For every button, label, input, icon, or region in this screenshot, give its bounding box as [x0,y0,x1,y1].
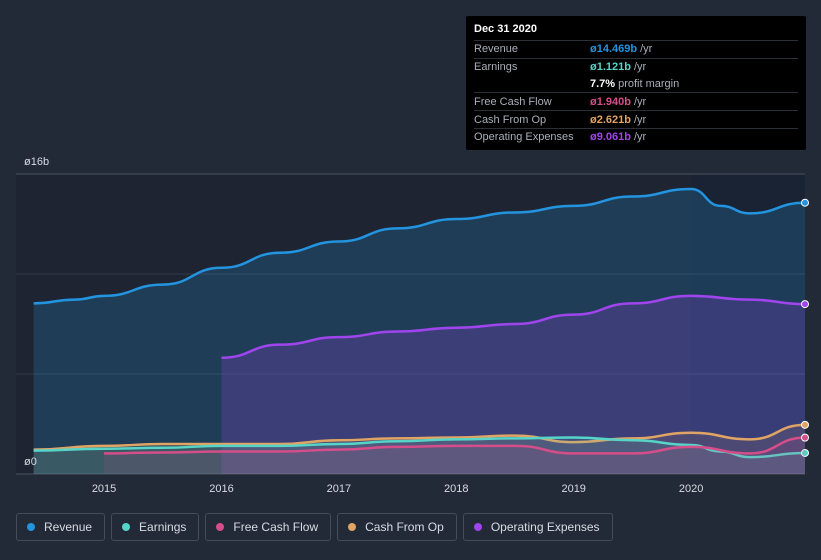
y-axis-top-label: ø16b [24,156,49,168]
tooltip-value: ø1.121b [590,61,631,74]
x-tick-label: 2015 [92,483,116,495]
tooltip-unit: profit margin [618,77,680,90]
series-line-earnings [33,436,806,459]
x-tick-label: 2018 [444,483,468,495]
legend-label: Earnings [139,520,187,534]
series-line-cash-from-op [33,423,806,451]
tooltip-label: Operating Expenses [474,131,574,144]
y-axis-bottom-label: ø0 [24,456,37,468]
series-endpoint-operating-expenses [801,300,809,309]
series-endpoint-earnings [801,448,809,457]
tooltip-unit: /yr [633,61,647,74]
chart: ø16b ø0 2015 2016 2017 2018 2019 2020 [16,156,809,495]
tooltip-label: Earnings [474,61,518,74]
legend-label: Cash From Op [365,520,444,534]
legend-item-earnings[interactable]: Earnings [111,513,200,541]
tooltip-row-opex: Operating Expenses ø9.061b /yr [474,127,798,146]
tooltip-row-cfo: Cash From Op ø2.621b /yr [474,110,798,128]
x-tick-label: 2020 [679,483,703,495]
x-tick-label: 2016 [209,483,233,495]
series-line-operating-expenses [221,294,806,359]
series-line-free-cash-flow [104,436,806,455]
tooltip-label: Revenue [474,43,519,56]
legend-dot-icon [348,523,357,531]
tooltip-label: Free Cash Flow [474,95,552,108]
tooltip-row-earnings: Earnings ø1.121b /yr [474,57,798,76]
legend-item-free-cash-flow[interactable]: Free Cash Flow [205,513,332,541]
legend-dot-icon [473,523,482,531]
series-area-cash-from-op [33,424,805,474]
tooltip-value: ø1.940b [590,95,631,108]
series-area-operating-expenses [221,295,805,474]
series-endpoint-cash-from-op [801,420,809,429]
legend-item-cash-from-op[interactable]: Cash From Op [337,513,457,541]
tooltip-value: 7.7% [590,77,616,90]
legend: Revenue Earnings Free Cash Flow Cash Fro… [16,513,613,541]
series-endpoint-free-cash-flow [801,433,809,442]
legend-item-revenue[interactable]: Revenue [16,513,106,541]
tooltip-row-revenue: Revenue ø14.469b /yr [474,40,798,58]
legend-dot-icon [122,523,131,531]
series-endpoint-revenue [801,198,809,207]
tooltip-unit: /yr [640,43,653,56]
legend-dot-icon [27,523,35,531]
legend-label: Free Cash Flow [233,520,319,534]
tooltip-unit: /yr [633,113,647,126]
highlight-region [691,174,805,474]
tooltip-date: Dec 31 2020 [474,23,537,35]
tooltip-value: ø14.469b [590,43,638,56]
tooltip-value: ø2.621b [590,113,631,126]
x-tick-label: 2019 [561,483,585,495]
tooltip-row-fcf: Free Cash Flow ø1.940b /yr [474,92,798,110]
legend-label: Operating Expenses [490,520,600,534]
legend-item-operating-expenses[interactable]: Operating Expenses [462,513,613,541]
x-tick-label: 2017 [327,483,351,495]
tooltip-value: ø9.061b [590,131,631,144]
tooltip: Dec 31 2020 Revenue ø14.469b /yr Earning… [466,16,806,150]
tooltip-unit: /yr [633,131,647,144]
legend-label: Revenue [44,520,93,534]
series-line-revenue [33,187,806,305]
tooltip-label: Cash From Op [474,113,547,126]
series-area-free-cash-flow [104,437,805,474]
legend-dot-icon [216,523,225,531]
plot-background [16,174,805,474]
tooltip-unit: /yr [633,95,647,108]
tooltip-row-margin: 7.7% profit margin [474,76,798,93]
